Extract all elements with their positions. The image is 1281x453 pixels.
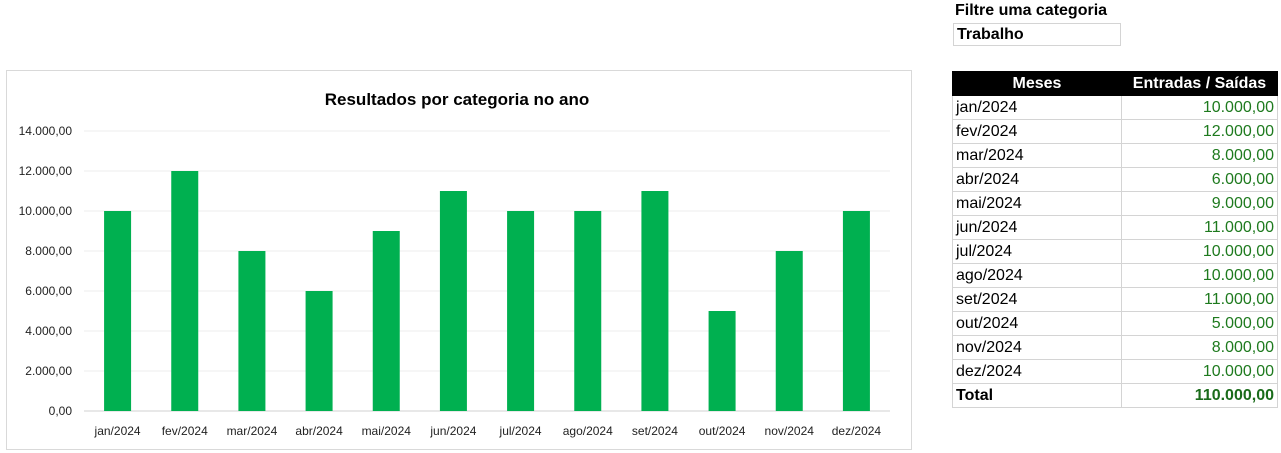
value-cell: 8.000,00 bbox=[1121, 335, 1278, 360]
filter-label: Filtre uma categoria bbox=[955, 2, 1108, 19]
table-row: abr/2024 6.000,00 bbox=[952, 167, 1278, 192]
table-row: dez/2024 10.000,00 bbox=[952, 359, 1278, 384]
bar-ago-2024 bbox=[574, 211, 602, 411]
table-row: mar/2024 8.000,00 bbox=[952, 143, 1278, 168]
value-cell: 6.000,00 bbox=[1121, 167, 1278, 192]
month-cell: jun/2024 bbox=[952, 215, 1122, 240]
month-cell: dez/2024 bbox=[952, 359, 1122, 384]
value-cell: 12.000,00 bbox=[1121, 119, 1278, 144]
y-tick-label: 6.000,00 bbox=[25, 284, 72, 298]
y-tick-label: 4.000,00 bbox=[25, 324, 72, 338]
table-row: jan/2024 10.000,00 bbox=[952, 95, 1278, 120]
x-tick-label: mai/2024 bbox=[362, 424, 412, 438]
header-months: Meses bbox=[952, 71, 1122, 96]
total-row: Total 110.000,00 bbox=[952, 383, 1278, 408]
value-cell: 11.000,00 bbox=[1121, 215, 1278, 240]
table-row: mai/2024 9.000,00 bbox=[952, 191, 1278, 216]
x-tick-label: ago/2024 bbox=[563, 424, 613, 438]
x-tick-label: jun/2024 bbox=[429, 424, 476, 438]
value-cell: 11.000,00 bbox=[1121, 287, 1278, 312]
month-cell: abr/2024 bbox=[952, 167, 1122, 192]
bar-jul-2024 bbox=[507, 211, 535, 411]
month-cell: jul/2024 bbox=[952, 239, 1122, 264]
bar-jun-2024 bbox=[439, 191, 467, 411]
value-cell: 10.000,00 bbox=[1121, 263, 1278, 288]
month-cell: fev/2024 bbox=[952, 119, 1122, 144]
bar-fev-2024 bbox=[171, 171, 199, 411]
y-tick-label: 8.000,00 bbox=[25, 244, 72, 258]
value-cell: 8.000,00 bbox=[1121, 143, 1278, 168]
bar-dez-2024 bbox=[842, 211, 870, 411]
bar-mai-2024 bbox=[372, 231, 400, 411]
y-tick-label: 2.000,00 bbox=[25, 364, 72, 378]
x-tick-label: jul/2024 bbox=[499, 424, 542, 438]
y-tick-label: 10.000,00 bbox=[19, 204, 73, 218]
x-tick-label: abr/2024 bbox=[295, 424, 343, 438]
table-header-row: Meses Entradas / Saídas bbox=[952, 71, 1278, 96]
x-tick-label: jan/2024 bbox=[94, 424, 141, 438]
month-cell: mai/2024 bbox=[952, 191, 1122, 216]
x-tick-label: out/2024 bbox=[699, 424, 746, 438]
value-cell: 10.000,00 bbox=[1121, 95, 1278, 120]
chart-canvas: Resultados por categoria no ano 0,00 2.000… bbox=[19, 90, 890, 438]
month-cell: nov/2024 bbox=[952, 335, 1122, 360]
bar-nov-2024 bbox=[775, 251, 803, 411]
table-row: fev/2024 12.000,00 bbox=[952, 119, 1278, 144]
x-tick-label: mar/2024 bbox=[227, 424, 278, 438]
category-filter-input[interactable]: Trabalho bbox=[953, 23, 1121, 46]
x-tick-label: dez/2024 bbox=[832, 424, 882, 438]
value-cell: 10.000,00 bbox=[1121, 239, 1278, 264]
value-cell: 9.000,00 bbox=[1121, 191, 1278, 216]
y-tick-label: 12.000,00 bbox=[19, 164, 73, 178]
bar-jan-2024 bbox=[104, 211, 132, 411]
month-cell: mar/2024 bbox=[952, 143, 1122, 168]
value-cell: 5.000,00 bbox=[1121, 311, 1278, 336]
chart-title: Resultados por categoria no ano bbox=[325, 90, 590, 109]
table-row: jun/2024 11.000,00 bbox=[952, 215, 1278, 240]
month-cell: out/2024 bbox=[952, 311, 1122, 336]
month-cell: ago/2024 bbox=[952, 263, 1122, 288]
table-row: out/2024 5.000,00 bbox=[952, 311, 1278, 336]
x-tick-label: fev/2024 bbox=[162, 424, 208, 438]
table-row: nov/2024 8.000,00 bbox=[952, 335, 1278, 360]
y-tick-label: 0,00 bbox=[49, 404, 73, 418]
y-tick-label: 14.000,00 bbox=[19, 124, 73, 138]
table-row: set/2024 11.000,00 bbox=[952, 287, 1278, 312]
monthly-results-table: Meses Entradas / Saídas jan/2024 10.000,0… bbox=[952, 71, 1278, 408]
value-cell: 10.000,00 bbox=[1121, 359, 1278, 384]
total-label: Total bbox=[952, 383, 1122, 408]
bar-mar-2024 bbox=[238, 251, 266, 411]
x-tick-label: set/2024 bbox=[632, 424, 678, 438]
month-cell: jan/2024 bbox=[952, 95, 1122, 120]
header-entries-exits: Entradas / Saídas bbox=[1121, 71, 1278, 96]
month-cell: set/2024 bbox=[952, 287, 1122, 312]
table-row: jul/2024 10.000,00 bbox=[952, 239, 1278, 264]
total-value: 110.000,00 bbox=[1121, 383, 1278, 408]
bar-set-2024 bbox=[641, 191, 669, 411]
x-tick-label: nov/2024 bbox=[765, 424, 815, 438]
bar-abr-2024 bbox=[305, 291, 333, 411]
table-row: ago/2024 10.000,00 bbox=[952, 263, 1278, 288]
bar-chart: Resultados por categoria no ano 0,00 2.000… bbox=[6, 70, 912, 450]
bar-out-2024 bbox=[708, 311, 736, 411]
